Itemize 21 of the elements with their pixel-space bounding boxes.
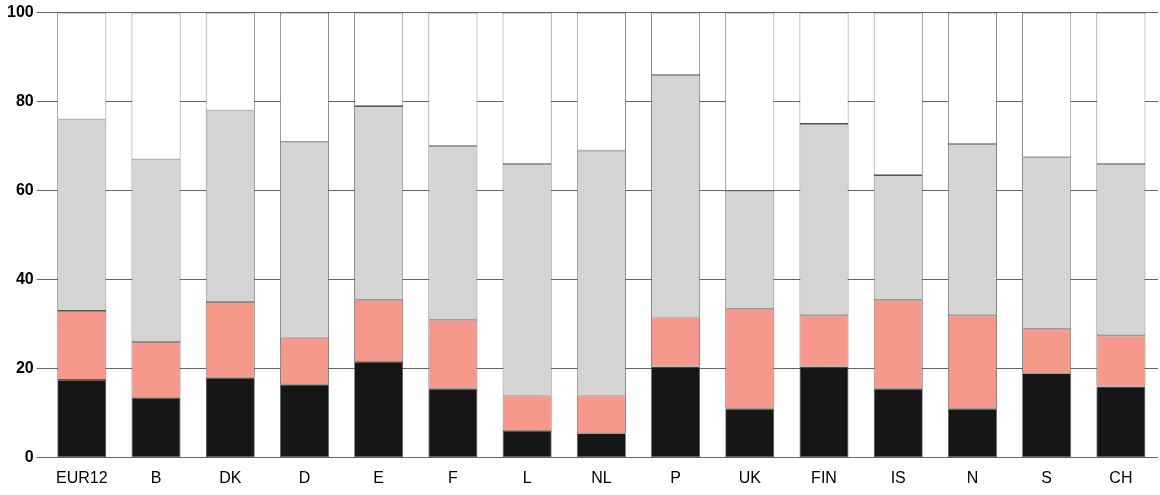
- y-tick-label: 0: [24, 448, 34, 466]
- x-tick-label: D: [298, 468, 311, 486]
- y-tick-label: 60: [15, 181, 34, 199]
- x-tick-label: B: [150, 468, 162, 486]
- y-tick-label: 100: [6, 3, 34, 21]
- x-tick-label: CH: [1109, 468, 1133, 486]
- x-tick-label: DK: [219, 468, 242, 486]
- x-tick-label: FIN: [811, 468, 837, 486]
- x-tick-label: N: [966, 468, 979, 486]
- x-tick-label: IS: [890, 468, 906, 486]
- y-tick-label: 40: [15, 270, 34, 288]
- x-tick-label: E: [373, 468, 385, 486]
- x-tick-label: EUR12: [56, 468, 108, 486]
- x-tick-label: P: [670, 468, 681, 486]
- y-tick-label: 20: [15, 359, 34, 377]
- x-tick-label: UK: [738, 468, 762, 486]
- x-tick-label: F: [448, 468, 459, 486]
- x-tick-label: NL: [591, 468, 612, 486]
- x-tick-label: S: [1041, 468, 1053, 486]
- y-tick-label: 80: [15, 92, 34, 110]
- x-tick-label: L: [522, 468, 532, 486]
